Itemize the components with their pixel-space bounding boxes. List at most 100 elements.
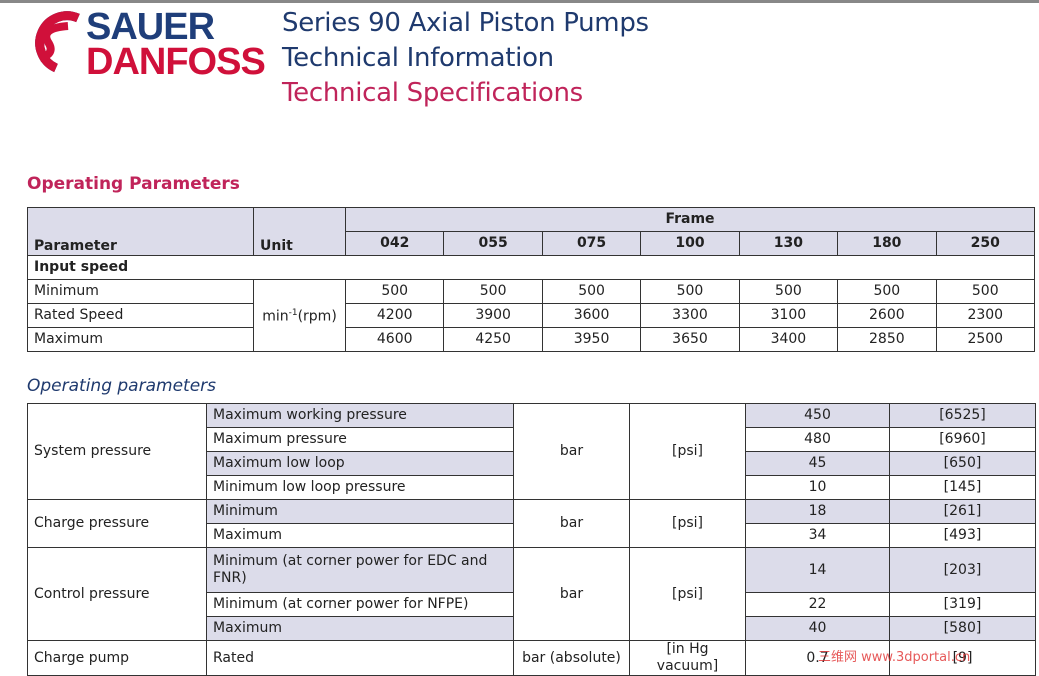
frame-cell: 075 bbox=[541, 231, 642, 256]
unit-cell: bar bbox=[513, 499, 630, 548]
data-row: Maximum low loop 45 [650] bbox=[28, 451, 1036, 476]
value-cell: 2500 bbox=[935, 327, 1036, 352]
value-cell: 500 bbox=[640, 279, 740, 304]
value-cell: [580] bbox=[889, 616, 1036, 641]
watermark: 三维网 www.3dportal.cn bbox=[818, 650, 971, 665]
value-cell: 22 bbox=[745, 592, 890, 617]
value-cell: [650] bbox=[889, 451, 1036, 476]
value-cell: [493] bbox=[889, 523, 1036, 548]
value-cell: 3600 bbox=[541, 303, 642, 328]
row-label: Maximum bbox=[206, 616, 514, 641]
value-cell: 3900 bbox=[443, 303, 543, 328]
unit-cell: min-1(rpm) bbox=[253, 279, 346, 352]
value-cell: 500 bbox=[344, 279, 445, 304]
unit-cell: [psi] bbox=[629, 547, 746, 641]
unit-cell: [psi] bbox=[629, 499, 746, 548]
top-rule bbox=[0, 0, 1039, 3]
value-cell: 45 bbox=[745, 451, 890, 476]
frame-cell: 180 bbox=[837, 231, 937, 256]
group-row: Input speed bbox=[27, 255, 1035, 280]
unit-cell: [in Hg vacuum] bbox=[629, 640, 746, 676]
unit-cell: bar bbox=[513, 403, 630, 500]
frame-cell: 100 bbox=[640, 231, 740, 256]
value-cell: 3950 bbox=[541, 327, 642, 352]
value-cell: 14 bbox=[745, 547, 890, 593]
unit-cell: bar bbox=[513, 547, 630, 641]
row-label: Minimum (at corner power for NFPE) bbox=[206, 592, 514, 617]
header-cell: Parameter bbox=[27, 207, 254, 256]
header-row: Parameter Unit Frame bbox=[27, 207, 1035, 256]
value-cell: [319] bbox=[889, 592, 1036, 617]
frame-table: Parameter Unit Frame 042 055 075 100 130 180 250 I… bbox=[27, 207, 1036, 352]
data-row: Maximum 4600 4250 3950 3650 3400 2850 2500 bbox=[27, 327, 1036, 352]
value-cell: 450 bbox=[745, 403, 890, 428]
value-cell: 4600 bbox=[344, 327, 445, 352]
row-label: Rated Speed bbox=[27, 303, 254, 328]
value-cell: 3400 bbox=[738, 327, 839, 352]
doc-title: Series 90 Axial Piston Pumps bbox=[282, 8, 649, 38]
frame-cell: 130 bbox=[738, 231, 839, 256]
frame-cell: 250 bbox=[935, 231, 1036, 256]
header-cell: Unit bbox=[253, 207, 346, 256]
row-label: Minimum (at corner power for EDC and FNR… bbox=[206, 547, 514, 593]
frame-cell: 042 bbox=[344, 231, 445, 256]
row-label: Maximum bbox=[206, 523, 514, 548]
data-row: Maximum pressure 480 [6960] bbox=[28, 427, 1036, 452]
group-cell: Control pressure bbox=[27, 547, 207, 641]
value-cell: [261] bbox=[889, 499, 1036, 524]
data-row: Maximum 40 [580] bbox=[28, 616, 1036, 641]
group-cell: Charge pressure bbox=[27, 499, 207, 548]
row-label: Rated bbox=[206, 640, 514, 676]
value-cell: 500 bbox=[837, 279, 937, 304]
section-heading: Operating Parameters bbox=[27, 174, 240, 194]
data-row: Control pressure Minimum (at corner power… bbox=[27, 547, 1036, 641]
logo-sauer: SAUER bbox=[86, 6, 215, 48]
value-cell: [6525] bbox=[889, 403, 1036, 428]
value-cell: 34 bbox=[745, 523, 890, 548]
data-row: Minimum low loop pressure 10 [145] bbox=[28, 475, 1036, 500]
value-cell: 480 bbox=[745, 427, 890, 452]
row-label: Maximum working pressure bbox=[206, 403, 514, 428]
row-label: Minimum bbox=[206, 499, 514, 524]
value-cell: 10 bbox=[745, 475, 890, 500]
value-cell: [145] bbox=[889, 475, 1036, 500]
value-cell: 500 bbox=[541, 279, 642, 304]
logo-danfoss: DANFOSS bbox=[86, 41, 266, 83]
value-cell: 2600 bbox=[837, 303, 937, 328]
data-row: Minimum (at corner power for NFPE) 22 [319… bbox=[28, 592, 1036, 617]
logo: SAUER DANFOSS bbox=[26, 8, 266, 81]
value-cell: 500 bbox=[738, 279, 839, 304]
unit-suffix: (rpm) bbox=[297, 308, 337, 325]
row-label: Minimum bbox=[27, 279, 254, 304]
row-label: Maximum pressure bbox=[206, 427, 514, 452]
value-cell: 3100 bbox=[738, 303, 839, 328]
value-cell: 500 bbox=[443, 279, 543, 304]
value-cell: 500 bbox=[935, 279, 1036, 304]
value-cell: 2850 bbox=[837, 327, 937, 352]
value-cell: 4250 bbox=[443, 327, 543, 352]
frame-cell: 055 bbox=[443, 231, 543, 256]
unit-sup: -1 bbox=[288, 308, 298, 319]
unit-cell: [psi] bbox=[629, 403, 746, 500]
data-row: System pressure Maximum working pressure b… bbox=[27, 403, 1036, 500]
value-cell: 2300 bbox=[935, 303, 1036, 328]
unit: min bbox=[262, 308, 289, 325]
row-label: Minimum low loop pressure bbox=[206, 475, 514, 500]
value-cell: 18 bbox=[745, 499, 890, 524]
row-label: Maximum low loop bbox=[206, 451, 514, 476]
section-heading: Operating parameters bbox=[27, 376, 217, 396]
header-cell: Frame bbox=[345, 207, 1035, 232]
group-cell: Charge pump bbox=[27, 640, 207, 676]
value-cell: [203] bbox=[889, 547, 1036, 593]
doc-section: Technical Specifications bbox=[282, 78, 583, 108]
value-cell: [6960] bbox=[889, 427, 1036, 452]
unit-cell: bar (absolute) bbox=[513, 640, 630, 676]
group-cell: Input speed bbox=[27, 255, 1035, 280]
pressure-table: System pressure Maximum working pressure b… bbox=[27, 403, 1036, 676]
value-cell: 3300 bbox=[640, 303, 740, 328]
value-cell: 4200 bbox=[344, 303, 445, 328]
group-cell: System pressure bbox=[27, 403, 207, 500]
value-cell: 40 bbox=[745, 616, 890, 641]
data-row: Rated Speed 4200 3900 3600 3300 3100 2600 2300 bbox=[27, 303, 1036, 328]
